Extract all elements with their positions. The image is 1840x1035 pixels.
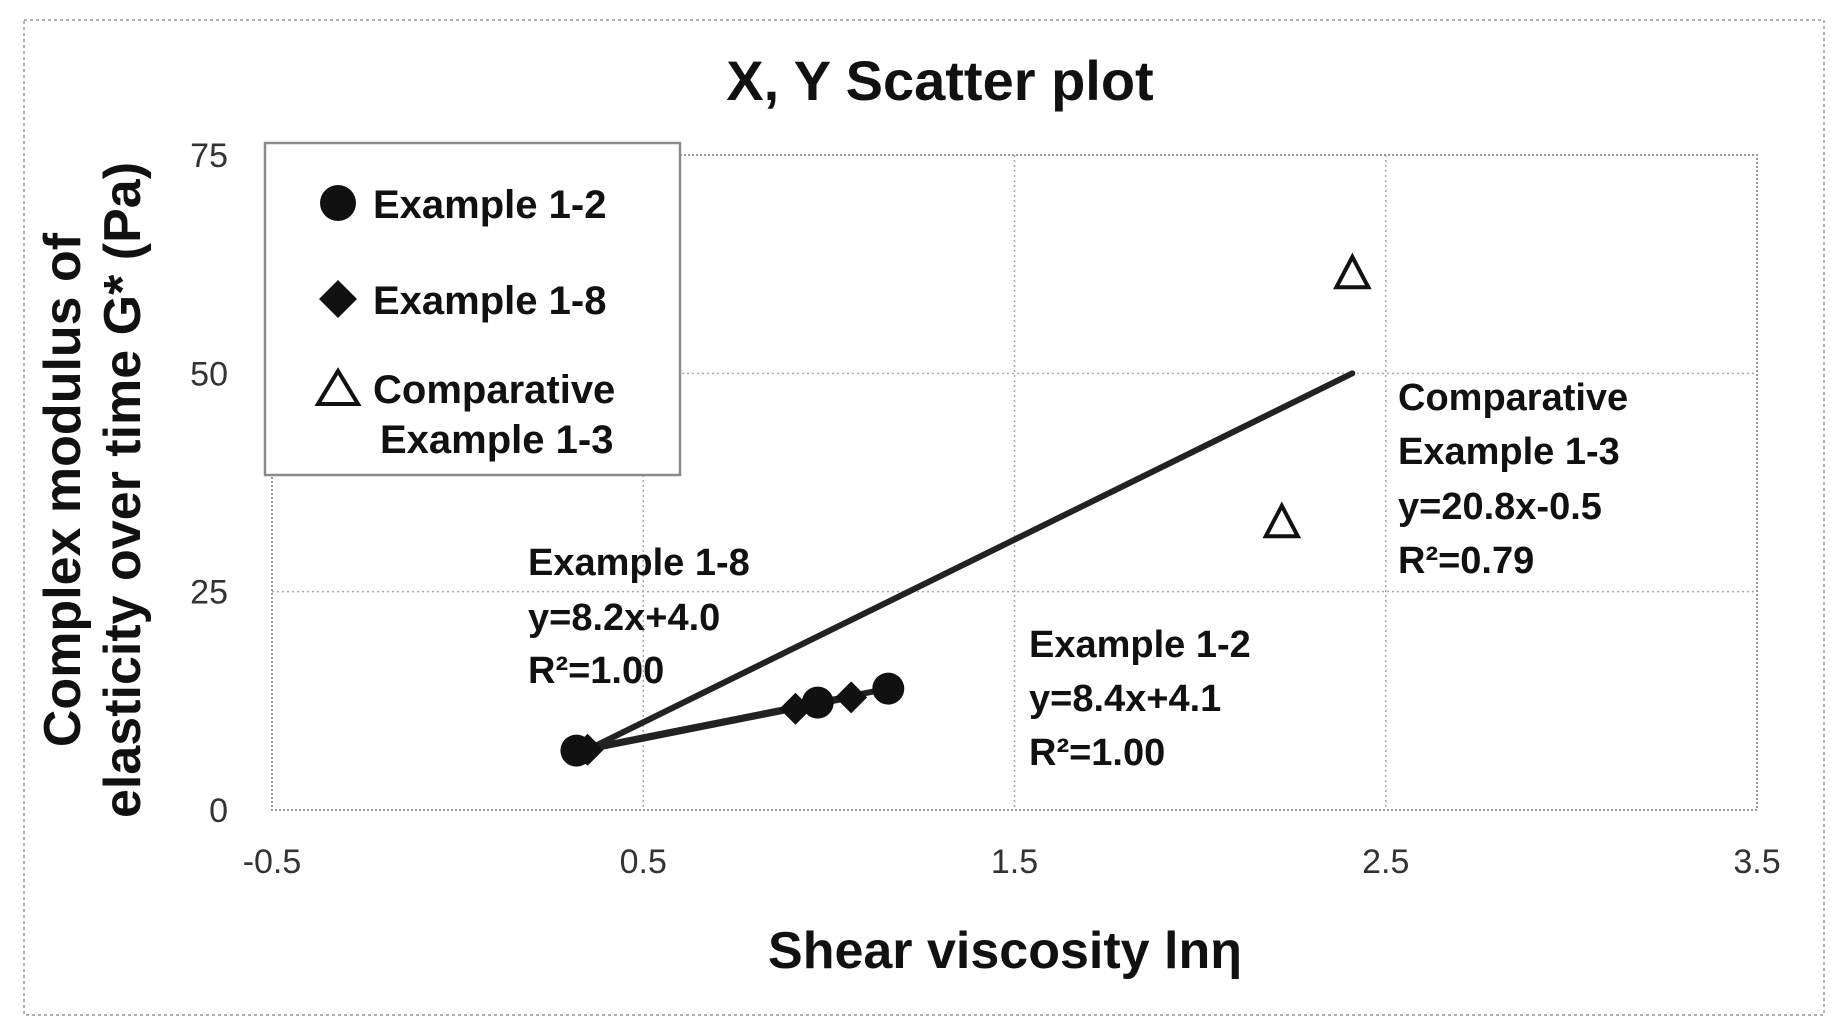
x-axis-label: Shear viscosity lnη <box>768 922 1242 980</box>
data-point-triangle <box>1333 252 1372 290</box>
y-tick-label: 0 <box>209 792 228 830</box>
y-tick-label: 50 <box>190 355 228 393</box>
plot-area <box>271 154 1758 811</box>
x-tick-label: 0.5 <box>620 843 667 881</box>
y-tick-label: 75 <box>190 137 228 175</box>
annotation-line: Comparative <box>1398 377 1628 419</box>
legend-diamond-icon <box>319 280 357 318</box>
data-point-triangle <box>1262 501 1302 539</box>
chart-title: X, Y Scatter plot <box>726 49 1153 112</box>
annotation-line: Example 1-2 <box>1029 624 1251 666</box>
legend-triangle-icon <box>314 367 362 406</box>
annotation-line: R²=1.00 <box>528 650 664 692</box>
legend-label-comparative: Comparative <box>373 368 615 412</box>
data-point-circle <box>872 672 905 705</box>
data-points <box>560 252 1372 767</box>
x-tick-label: 1.5 <box>991 843 1038 881</box>
legend-label-example-1-8: Example 1-8 <box>373 279 606 323</box>
data-point-diamond <box>835 681 868 714</box>
annotation-line: Example 1-3 <box>1398 431 1620 473</box>
y-axis-label-line2: elasticity over time G* (Pa) <box>94 162 152 818</box>
outer-frame <box>23 19 1825 1016</box>
x-tick-label: 3.5 <box>1733 843 1780 881</box>
annotation-example-1-2: Example 1-2 y=8.4x+4.1 R²=1.00 <box>1029 624 1251 774</box>
annotation-line: y=8.4x+4.1 <box>1029 678 1221 720</box>
annotation-line: Example 1-8 <box>528 542 750 584</box>
data-point-diamond <box>571 733 604 766</box>
legend-label-example-1-3: Example 1-3 <box>380 418 613 462</box>
legend-label-example-1-2: Example 1-2 <box>373 183 606 227</box>
y-axis-label-line1: Complex modulus of <box>34 232 92 747</box>
x-tick-labels: -0.5 0.5 1.5 2.5 3.5 <box>243 843 1781 881</box>
y-tick-labels: 0 25 50 75 <box>190 137 228 830</box>
annotation-comparative-example-1-3: Comparative Example 1-3 y=20.8x-0.5 R²=0… <box>1398 377 1628 582</box>
x-tick-label: -0.5 <box>243 843 302 881</box>
trend-line <box>584 370 1356 753</box>
annotation-line: y=8.2x+4.0 <box>528 597 720 639</box>
y-tick-label: 25 <box>190 574 228 612</box>
data-point-diamond <box>779 692 812 725</box>
legend-circle-icon <box>320 185 356 221</box>
legend: Example 1-2 Example 1-8 Comparative Exam… <box>263 141 682 477</box>
annotation-line: y=20.8x-0.5 <box>1398 486 1602 528</box>
annotation-line: R²=1.00 <box>1029 732 1165 774</box>
data-point-circle <box>801 686 834 719</box>
y-axis-label: Complex modulus of elasticity over time … <box>34 162 152 818</box>
annotation-line: R²=0.79 <box>1398 540 1534 582</box>
annotation-example-1-8: Example 1-8 y=8.2x+4.0 R²=1.00 <box>528 542 750 692</box>
x-tick-label: 2.5 <box>1362 843 1409 881</box>
grid-layer <box>272 155 1757 810</box>
